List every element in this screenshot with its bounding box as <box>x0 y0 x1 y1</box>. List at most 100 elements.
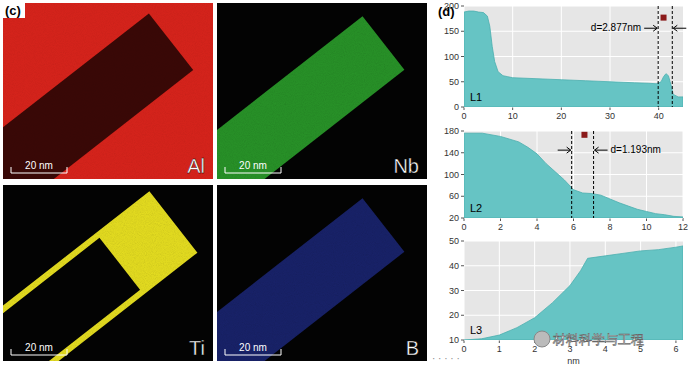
tick-label: 20 <box>449 213 459 223</box>
tick-label: 200 <box>444 1 459 11</box>
plot-background <box>464 131 683 218</box>
map-noise <box>3 3 213 179</box>
dashed-line <box>593 131 594 218</box>
tick <box>461 218 464 219</box>
arrow <box>595 147 608 153</box>
tick-label: 100 <box>444 170 459 180</box>
tick <box>461 196 464 197</box>
arrow <box>644 25 657 31</box>
dashed-line <box>658 6 659 107</box>
plot-background <box>464 241 683 340</box>
panel-label: (c) <box>5 3 21 18</box>
tick <box>461 107 464 108</box>
eds-map <box>217 3 427 179</box>
map-noise <box>217 185 427 361</box>
tick-label: 50 <box>449 236 459 246</box>
eds-map <box>3 3 213 179</box>
tick-label: 1 <box>497 344 502 354</box>
annotation: d=1.193nm <box>611 144 661 155</box>
map-noise <box>3 185 213 361</box>
tick-label: 140 <box>444 148 459 158</box>
map-background <box>3 3 213 179</box>
grid-line <box>464 131 683 132</box>
scale-bar-label: 20 nm <box>239 160 267 171</box>
tick-label: 0 <box>461 344 466 354</box>
figure: 20 nmAl20 nmNb20 nmTi20 nmB(c)(d)0102030… <box>0 0 689 368</box>
tick <box>461 340 464 341</box>
tick-label: 0 <box>461 222 466 232</box>
eds-map <box>217 185 427 361</box>
tick-label: 10 <box>449 335 459 345</box>
tick-label: 0 <box>454 102 459 112</box>
tick-label: 60 <box>449 191 459 201</box>
watermark-icon <box>534 331 550 347</box>
element-label: B <box>406 337 419 359</box>
tick-label: 50 <box>449 77 459 87</box>
tick-label: 180 <box>444 126 459 136</box>
tick-label: 6 <box>571 222 576 232</box>
marker-point <box>581 132 587 138</box>
tick-label: 12 <box>678 222 688 232</box>
dashed-line <box>571 131 572 218</box>
scale-bar-label: 20 nm <box>239 342 267 353</box>
watermark: 材料科学与工程 <box>552 332 644 347</box>
scale-bar-label: 20 nm <box>25 160 53 171</box>
element-label: Nb <box>393 155 419 177</box>
tick <box>461 241 464 242</box>
data-group <box>464 246 683 340</box>
map-background <box>3 185 213 361</box>
tick-label: 20 <box>556 111 566 121</box>
profile-area <box>464 246 683 340</box>
profile-chart: 0 2 4 6 8 10 12 20 60 100 140 180 d=1.193nm L2 <box>444 126 688 232</box>
tick <box>461 81 464 82</box>
tick <box>461 290 464 291</box>
tick <box>461 6 464 7</box>
map-background <box>217 3 427 179</box>
tick <box>461 315 464 316</box>
data-group <box>464 131 683 218</box>
tick-label: 150 <box>444 26 459 36</box>
ellipsis: · · · · · <box>432 353 460 364</box>
tick <box>461 174 464 175</box>
tick <box>461 31 464 32</box>
tick <box>461 56 464 57</box>
tick <box>461 131 464 132</box>
tick <box>461 152 464 153</box>
profile-chart: 010203040050100150200d=2.877nmL1 <box>444 1 686 121</box>
grid-line <box>464 6 683 7</box>
data-group <box>464 6 683 107</box>
axis-label: nm <box>567 356 580 366</box>
tick-label: 8 <box>607 222 612 232</box>
profile-label: L2 <box>470 202 482 214</box>
profile-area <box>464 11 683 107</box>
profile-label: L1 <box>470 91 482 103</box>
map-noise <box>217 3 427 179</box>
map-background <box>217 185 427 361</box>
grid-line <box>464 31 683 32</box>
tick-label: 4 <box>534 222 539 232</box>
element-label: Al <box>187 155 205 177</box>
tick-label: 6 <box>673 344 678 354</box>
arrow <box>673 25 686 31</box>
marker-point <box>661 15 667 21</box>
annotation: d=2.877nm <box>591 22 641 33</box>
arrow <box>558 147 571 153</box>
tick-label: 2 <box>498 222 503 232</box>
tick-label: 20 <box>449 310 459 320</box>
dashed-line <box>672 6 673 107</box>
element-label: Ti <box>189 337 205 359</box>
label-box <box>3 3 25 18</box>
plot-background <box>464 6 683 107</box>
tick-label: 100 <box>444 52 459 62</box>
tick <box>461 265 464 266</box>
tick-label: 40 <box>449 261 459 271</box>
tick-label: 10 <box>508 111 518 121</box>
tick-label: 10 <box>641 222 651 232</box>
tick-label: 40 <box>654 111 664 121</box>
profile-label: L3 <box>470 324 482 336</box>
scale-bar-label: 20 nm <box>25 342 53 353</box>
eds-map <box>3 185 213 361</box>
tick-label: 2 <box>532 344 537 354</box>
profile-area <box>464 133 683 218</box>
tick-label: 30 <box>605 111 615 121</box>
